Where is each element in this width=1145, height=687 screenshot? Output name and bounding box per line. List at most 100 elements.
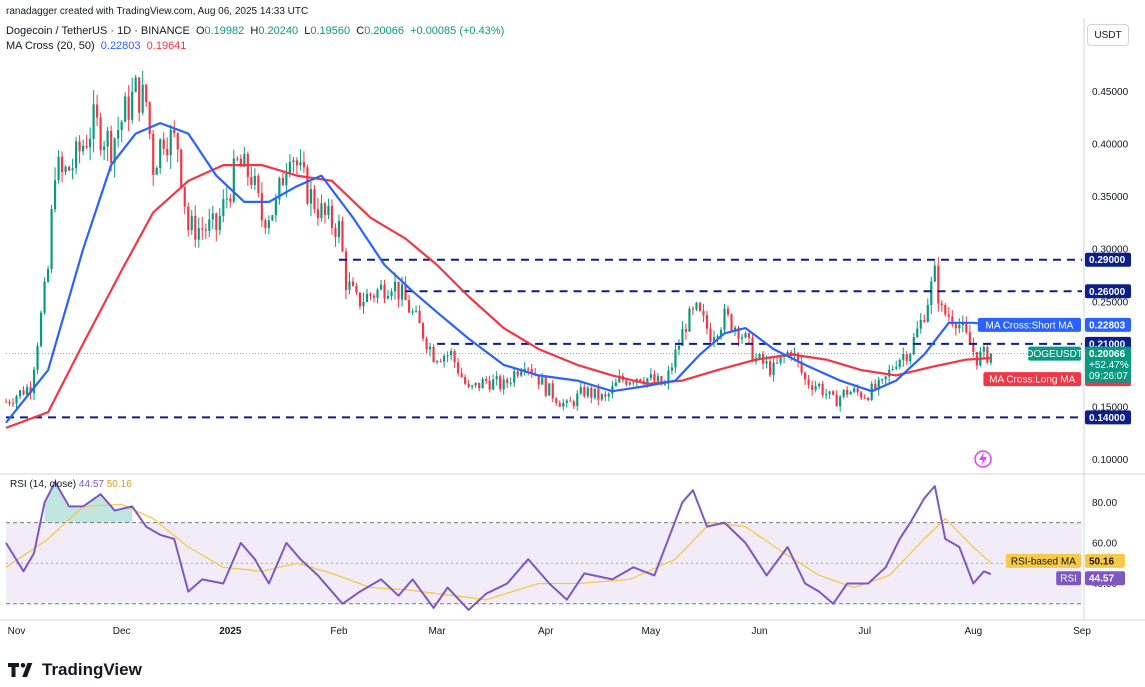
candle-body — [316, 209, 320, 219]
ma-short-value: 0.22803 — [100, 40, 141, 52]
candle-body — [625, 380, 628, 385]
candle-body — [768, 361, 772, 376]
candle-body — [933, 265, 936, 282]
price-tick-label: 0.25000 — [1092, 297, 1129, 308]
candle-body — [968, 332, 971, 345]
candle-body — [208, 219, 211, 231]
symbol-name: Dogecoin / TetherUS · 1D · BINANCE — [6, 25, 190, 37]
candle-body — [670, 367, 674, 371]
candle-body — [365, 293, 369, 302]
candle-body — [418, 310, 421, 324]
candle-body — [43, 281, 46, 313]
symbol-name-tag-text: DOGEUSDT — [1026, 349, 1083, 360]
ma-long-name-tag-bg — [983, 372, 1081, 387]
price-tick-label: 0.30000 — [1092, 245, 1129, 256]
candle-body — [663, 383, 667, 385]
candle-body — [944, 304, 947, 315]
open-value: 0.19982 — [204, 25, 245, 37]
rsi-ma-value-tag-bg — [1085, 553, 1125, 568]
candle-body — [495, 376, 498, 380]
currency-button[interactable]: USDT — [1087, 24, 1129, 46]
level-price-tag-text: 0.14000 — [1089, 413, 1126, 424]
candle-body — [604, 394, 607, 397]
candle-body — [565, 400, 568, 403]
candle-body — [429, 346, 432, 350]
candle-body — [124, 96, 127, 122]
candle-body — [330, 206, 334, 229]
candle-body — [513, 371, 516, 383]
candle-body — [832, 391, 835, 395]
candle-body — [313, 189, 316, 210]
candle-body — [106, 130, 109, 147]
candle-body — [376, 289, 379, 298]
candle-body — [358, 292, 362, 307]
candle-body — [562, 402, 565, 407]
candle-body — [937, 265, 940, 304]
candle-body — [765, 361, 768, 364]
candle-body — [485, 379, 488, 381]
rsi-ma-name-tag: RSI-based MA — [1005, 553, 1081, 568]
candle-body — [555, 398, 558, 404]
candle-body — [667, 370, 670, 384]
candle-body — [614, 382, 617, 387]
candle-body — [218, 215, 221, 231]
candle-body — [860, 392, 863, 398]
candle-body — [712, 337, 716, 342]
high-label: H — [250, 25, 259, 37]
price-tick-label: 0.35000 — [1092, 192, 1129, 203]
ma-long-value: 0.19641 — [146, 40, 187, 52]
candle-body — [597, 388, 600, 400]
candle-body — [404, 284, 407, 301]
candle-body — [499, 376, 502, 390]
candle-body — [744, 333, 747, 338]
candle-body — [940, 303, 943, 305]
candle-body — [681, 329, 684, 346]
candle-body — [46, 269, 50, 282]
candle-body — [607, 393, 610, 397]
level-price-tag: 0.29000 — [1085, 252, 1131, 267]
candle-body — [372, 295, 376, 298]
candle-body — [443, 356, 446, 362]
time-tick-label: May — [641, 626, 660, 637]
level-price-tag: 0.14000 — [1085, 410, 1131, 425]
candle-body — [881, 379, 884, 381]
candle-body — [698, 302, 702, 311]
candle-body — [166, 148, 169, 156]
level-price-tag-bg — [1085, 284, 1131, 299]
low-value: 0.19560 — [310, 25, 351, 37]
high-value: 0.20240 — [258, 25, 299, 37]
candle-body — [407, 300, 411, 313]
candle-body — [684, 329, 688, 332]
candle-body — [481, 379, 484, 389]
candle-body — [506, 379, 509, 383]
candle-body — [797, 353, 800, 362]
candle-body — [898, 359, 901, 367]
candle-body — [912, 337, 915, 354]
candle-body — [460, 373, 463, 378]
candle-body — [891, 368, 894, 370]
candle-body — [446, 355, 449, 357]
candle-body — [478, 382, 481, 389]
lightning-icon — [974, 450, 992, 468]
candle-body — [25, 387, 29, 395]
candle-body — [702, 310, 705, 316]
candle-body — [653, 374, 656, 382]
ma-short-price-tag: 0.22803 — [1085, 317, 1131, 332]
price-tick-label: 0.15000 — [1092, 402, 1129, 413]
level-price-tag: 0.26000 — [1085, 284, 1131, 299]
candle-body — [772, 362, 775, 376]
candle-body — [488, 380, 491, 390]
candle-body — [53, 180, 57, 210]
candle-body — [197, 228, 200, 240]
candle-body — [849, 391, 852, 395]
candle-body — [548, 383, 551, 396]
candle-body — [337, 220, 341, 238]
candle-body — [327, 206, 330, 216]
candle-body — [632, 382, 635, 384]
candle-body — [825, 394, 828, 396]
candle-body — [747, 333, 751, 338]
current-price-tag-bg — [1085, 346, 1131, 383]
candle-body — [131, 91, 134, 120]
candle-body — [141, 84, 144, 113]
